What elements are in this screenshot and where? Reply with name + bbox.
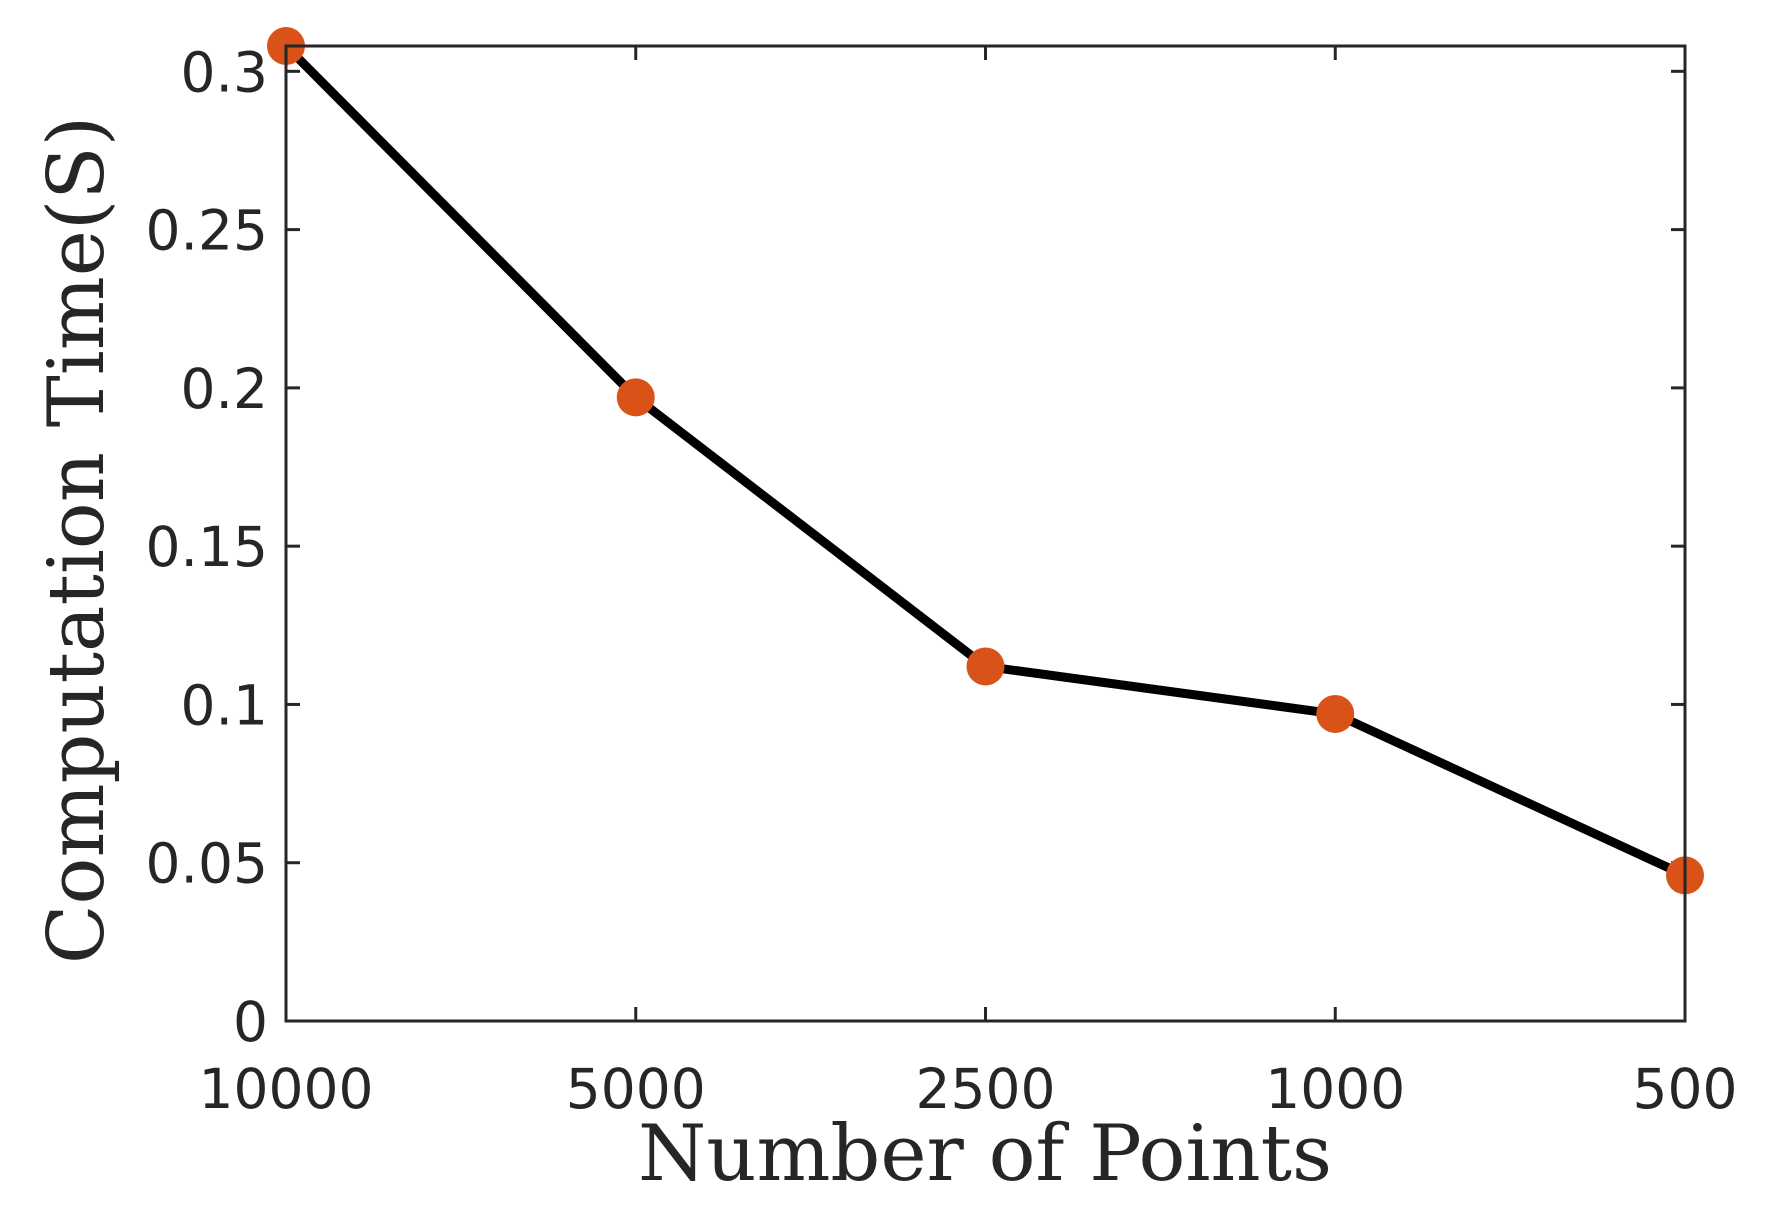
axes-box [284,44,1687,1023]
x-tick-label: 5000 [566,1057,706,1121]
y-tick-label: 0.2 [181,357,268,421]
x-tick-label: 500 [1633,1057,1738,1121]
y-tick-label: 0.05 [146,832,268,896]
y-tick-label: 0.25 [146,199,268,263]
x-axis-title: Number of Points [638,1109,1332,1199]
data-series [267,27,1704,895]
y-axis-title: Computation Time(S) [32,116,122,964]
y-tick-label: 0.3 [181,40,268,104]
data-point [616,378,655,417]
x-tick-label: 1000 [1265,1057,1405,1121]
tick-labels: 0 0.05 0.1 0.15 0.2 0.25 0.3 10000 5000 2500 1000 5… [146,40,1738,1121]
y-tick-label: 0.15 [146,515,268,579]
y-tick-label: 0 [233,990,268,1054]
x-tick-label: 10000 [199,1057,374,1121]
x-tick-label: 2500 [916,1057,1056,1121]
y-tick-label: 0.1 [181,673,268,737]
data-point [966,647,1005,686]
data-point [1316,694,1355,733]
